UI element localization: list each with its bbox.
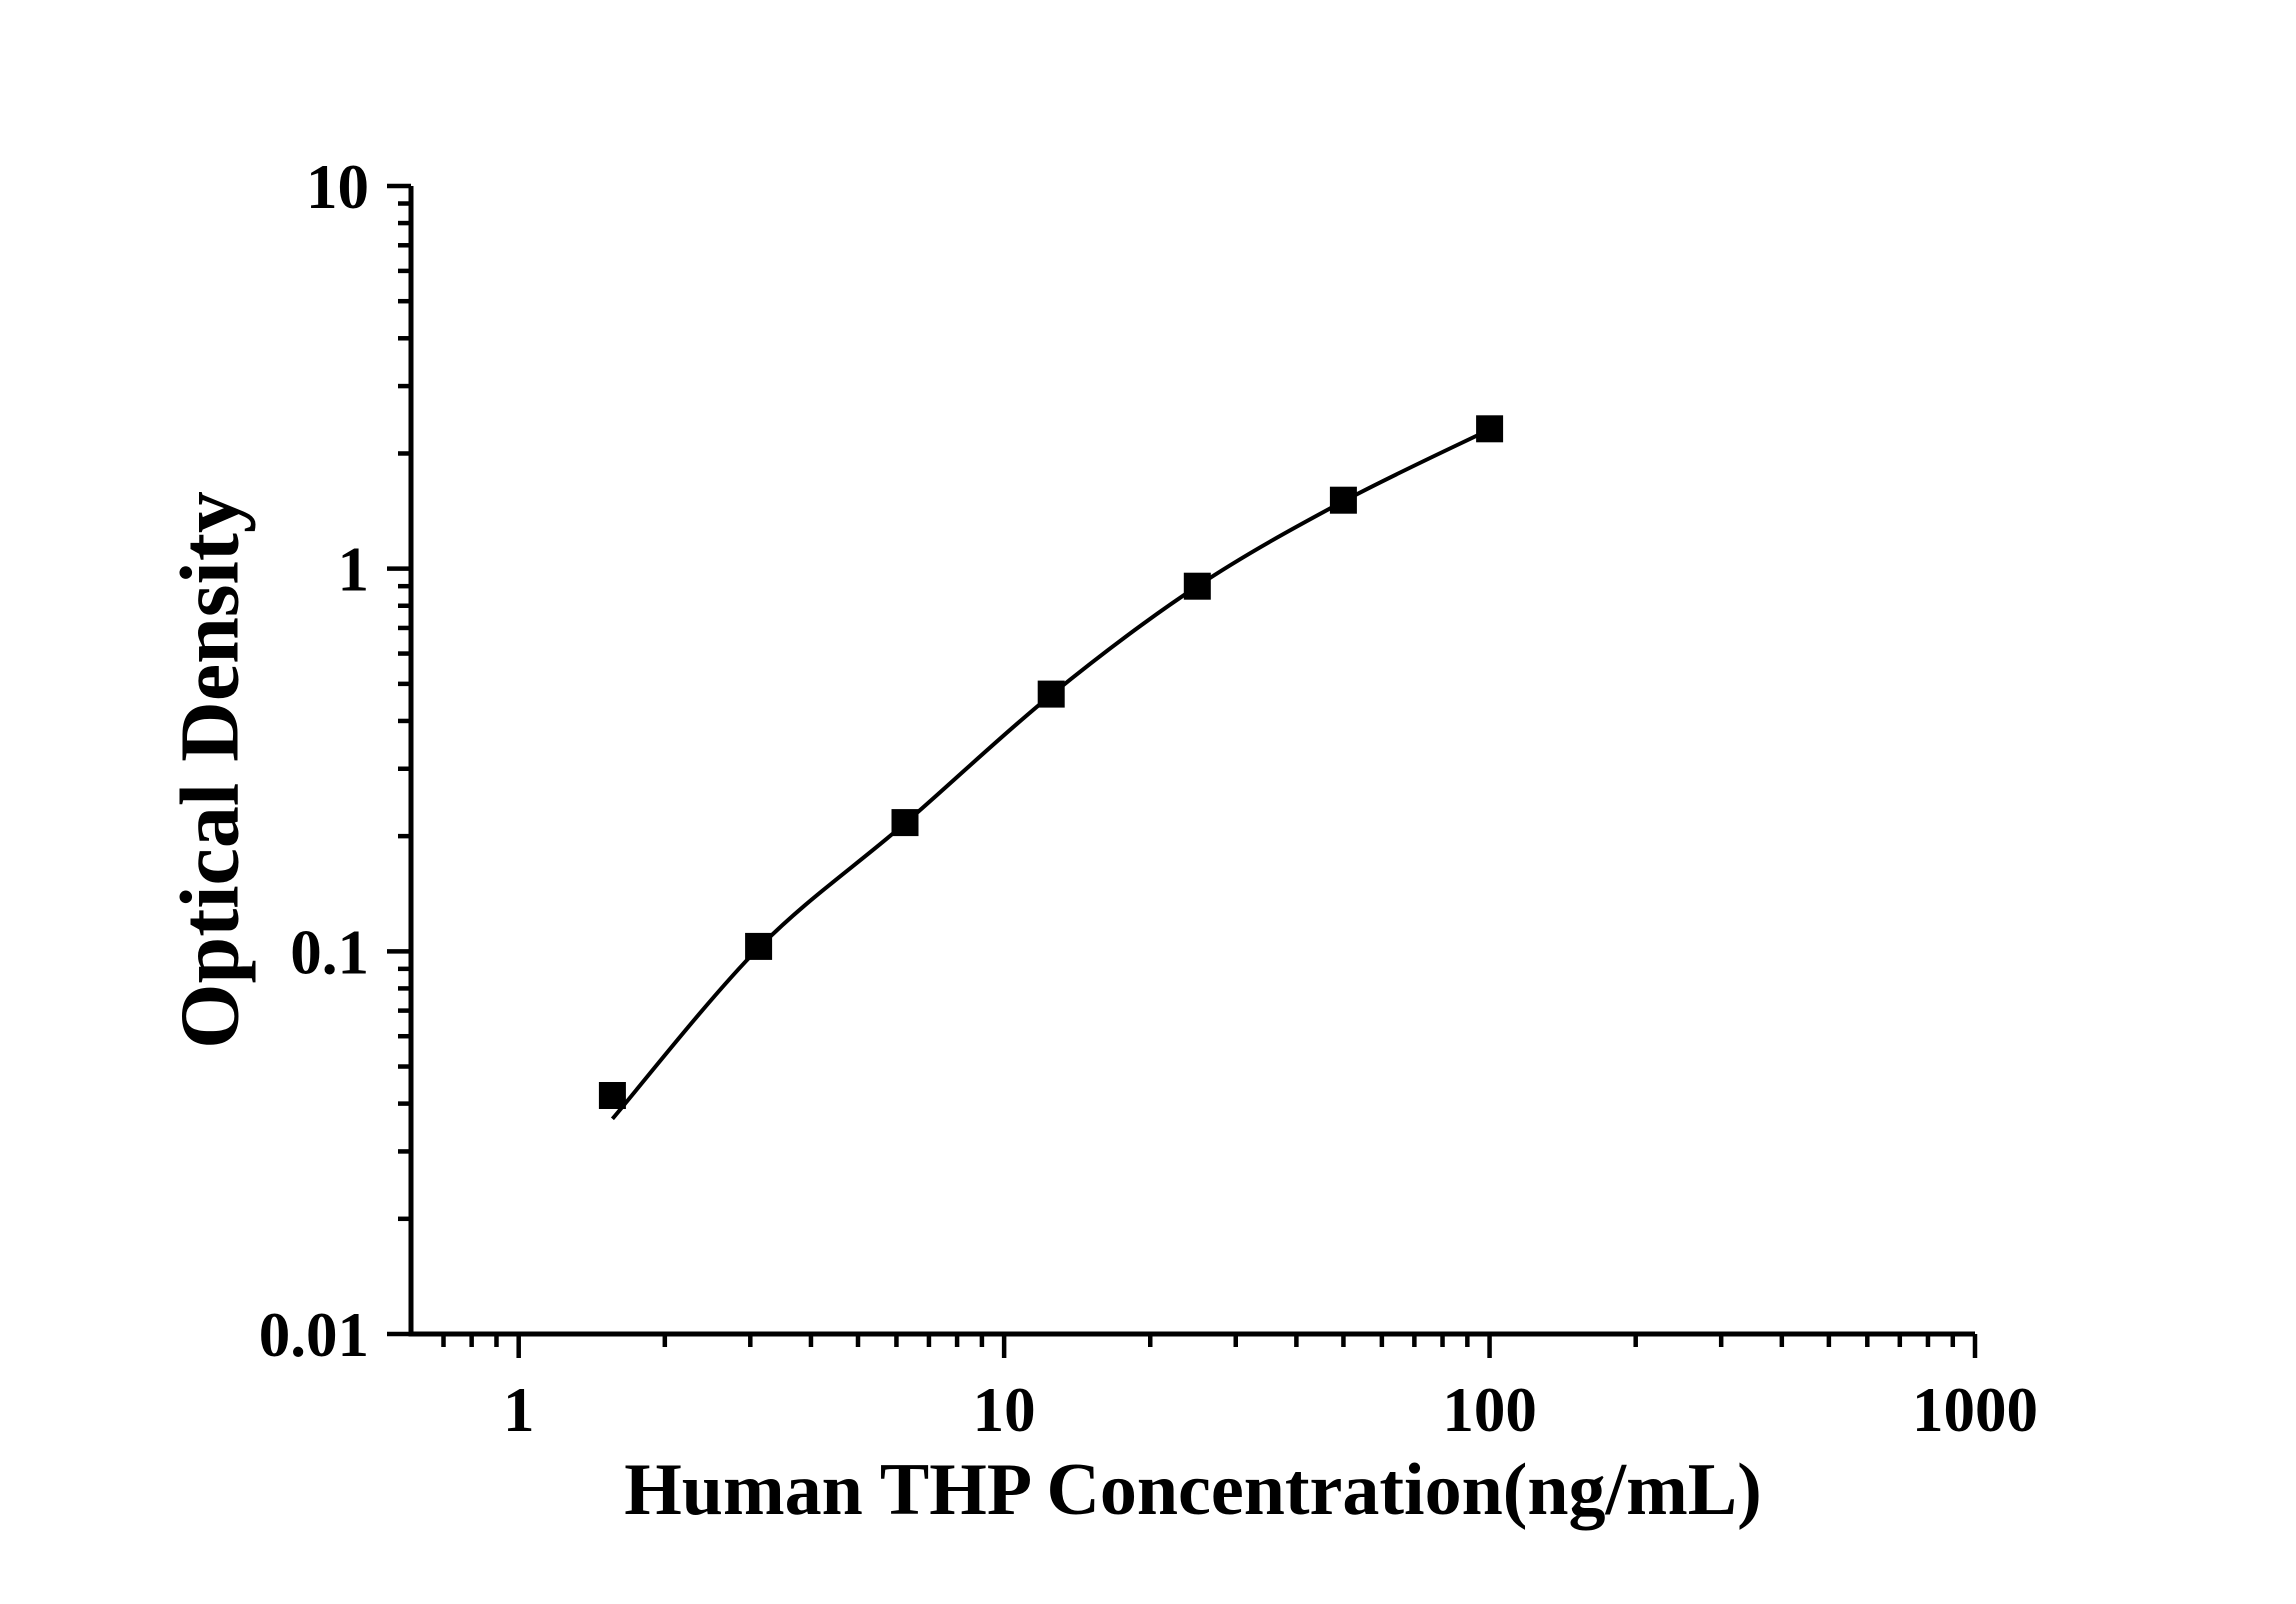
data-point-marker (1329, 486, 1357, 514)
x-tick-label: 1 (503, 1375, 535, 1445)
x-tick-label: 1000 (1912, 1375, 2038, 1445)
data-point-marker (1037, 680, 1065, 708)
data-point-marker (598, 1082, 626, 1109)
y-tick-label: 10 (306, 152, 369, 222)
data-point-marker (745, 932, 773, 960)
y-tick-label: 0.01 (259, 1300, 369, 1370)
y-tick-label: 1 (338, 535, 370, 605)
y-axis-title: Optical Density (163, 491, 257, 1049)
data-point-marker (891, 809, 919, 837)
x-axis-title: Human THP Concentration(ng/mL) (624, 1449, 1762, 1531)
y-tick-label: 0.1 (290, 917, 369, 987)
x-tick-label: 100 (1442, 1375, 1537, 1445)
x-tick-label: 10 (973, 1375, 1036, 1445)
data-point-marker (1183, 572, 1211, 600)
standard-curve-line (610, 427, 1491, 1121)
data-point-marker (1476, 415, 1504, 443)
